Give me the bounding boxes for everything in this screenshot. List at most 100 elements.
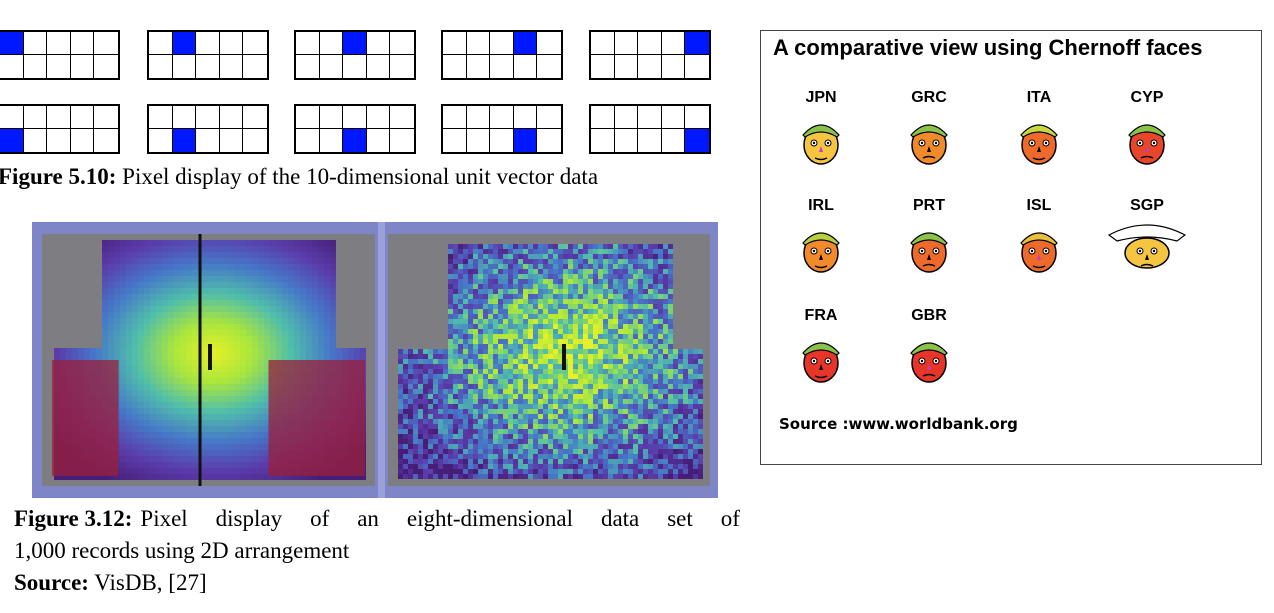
grid-cell <box>490 32 514 55</box>
grid-cell <box>537 55 561 78</box>
grid-cell <box>172 129 197 152</box>
grid-cell <box>219 106 244 129</box>
grid-cell <box>71 55 95 78</box>
grid-cell <box>390 55 414 78</box>
grid-cell <box>638 129 662 152</box>
grid-cell <box>24 55 48 78</box>
chernoff-face-cyp <box>1128 124 1166 165</box>
grid-cell <box>196 55 220 78</box>
caption-word: display <box>215 506 283 531</box>
grid-cell <box>366 106 391 129</box>
grid-cell <box>615 55 639 78</box>
face-label-isl: ISL <box>1026 197 1052 214</box>
chernoff-face-ita <box>1020 124 1058 165</box>
grid-cell <box>0 106 24 129</box>
grid-cell <box>220 129 244 152</box>
grid-cell <box>47 106 71 129</box>
grid-cell <box>661 106 686 129</box>
grid-cell <box>467 129 491 152</box>
figure-5-10-label: Figure 5.10: <box>0 164 117 189</box>
grid-cell <box>638 32 662 55</box>
pixel-panel-right <box>388 234 710 486</box>
grid-cell <box>94 129 118 152</box>
grid-cell <box>0 55 24 78</box>
grid-cell <box>320 129 344 152</box>
grid-cell <box>23 32 48 55</box>
unit-vector-grid <box>441 30 563 80</box>
figure-3-12-text: Pixel display of an eight-dimensional data set… <box>140 503 740 535</box>
grid-cell <box>319 32 344 55</box>
grid-cell <box>367 129 391 152</box>
grid-cell <box>390 106 414 129</box>
grid-cell <box>343 55 367 78</box>
chernoff-source: Source :www.worldbank.org <box>779 415 1018 433</box>
grid-cell <box>615 129 639 152</box>
grid-cell <box>390 129 414 152</box>
grid-cell <box>685 106 709 129</box>
grid-cell <box>47 55 71 78</box>
face-label-grc: GRC <box>911 89 947 106</box>
caption-word: Pixel <box>140 506 188 531</box>
grid-cell <box>47 32 71 55</box>
grid-cell <box>196 106 220 129</box>
figure-3-12-source: Source: VisDB, [27] <box>14 567 740 599</box>
grid-cell <box>172 106 197 129</box>
grid-cell <box>71 129 95 152</box>
grid-cell <box>172 32 197 55</box>
grid-cell <box>149 55 173 78</box>
source-label: Source: <box>14 570 89 595</box>
grid-cell <box>591 32 615 55</box>
grid-cell <box>296 55 320 78</box>
grid-cell <box>366 32 391 55</box>
grid-cell <box>591 55 615 78</box>
grid-cell <box>343 32 367 55</box>
grid-cell <box>490 129 514 152</box>
grid-cell <box>537 129 561 152</box>
grid-cell <box>23 106 48 129</box>
grid-cell <box>638 106 662 129</box>
grid-cell <box>367 55 391 78</box>
chernoff-face-grc <box>910 124 948 165</box>
grid-cell <box>466 106 491 129</box>
grid-cell <box>220 55 244 78</box>
grid-cell <box>0 129 24 152</box>
grid-cell <box>320 55 344 78</box>
grid-cell <box>94 55 118 78</box>
grid-cell <box>390 32 414 55</box>
grid-cell <box>685 32 709 55</box>
chernoff-face-fra <box>802 342 840 383</box>
source-text: VisDB, [27] <box>88 570 207 595</box>
grid-cell <box>513 129 538 152</box>
grid-cell <box>466 32 491 55</box>
caption-word: eight-dimensional <box>406 506 573 531</box>
grid-cell <box>219 32 244 55</box>
pixel-plot-left <box>51 234 366 486</box>
grid-cell <box>94 106 118 129</box>
grid-cell <box>94 32 118 55</box>
grid-cell <box>537 32 561 55</box>
caption-word: data <box>600 506 640 531</box>
figure-5-10-caption: Figure 5.10: Pixel display of the 10-dim… <box>0 161 598 193</box>
grid-cell <box>537 106 561 129</box>
grid-cell <box>296 32 320 55</box>
unit-vector-grid <box>589 30 711 80</box>
grid-cell <box>343 129 367 152</box>
grid-cell <box>662 55 686 78</box>
grid-cell <box>70 106 95 129</box>
grid-cell <box>685 129 709 152</box>
face-label-sgp: SGP <box>1130 197 1164 214</box>
caption-word: of <box>310 506 330 531</box>
grid-cell <box>513 32 538 55</box>
grid-cell <box>591 129 615 152</box>
figure-5-10-text: Pixel display of the 10-dimensional unit… <box>116 164 599 189</box>
unit-vector-grid <box>147 104 269 154</box>
pixel-plot-right <box>398 244 703 479</box>
grid-cell <box>662 129 686 152</box>
grid-cell <box>296 106 320 129</box>
grid-cell <box>149 106 173 129</box>
face-label-prt: PRT <box>913 197 945 214</box>
chernoff-title: A comparative view using Chernoff faces <box>773 35 1203 60</box>
figure-3-12-caption-line2: 1,000 records using 2D arrangement <box>14 538 350 563</box>
grid-cell <box>149 32 173 55</box>
grid-cell <box>70 32 95 55</box>
